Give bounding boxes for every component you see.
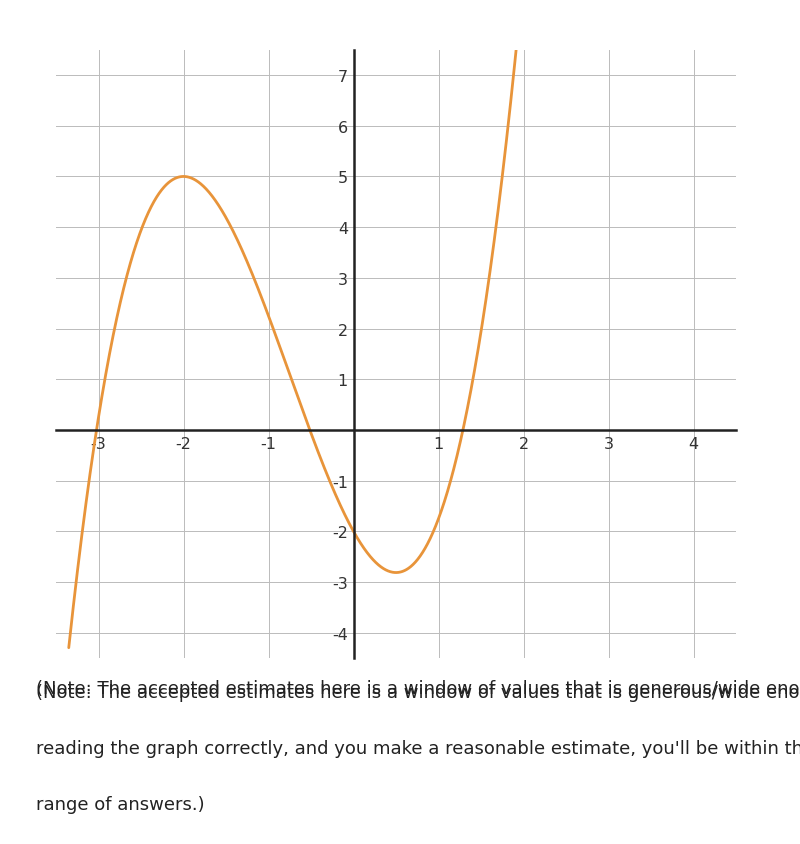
Text: (Note: The accepted estimates here is a window of values that is generous/wide e: (Note: The accepted estimates here is a … [36,684,800,701]
Text: (Note: The accepted estimates here is a window of values that is generous/wide e: (Note: The accepted estimates here is a … [36,679,800,697]
Text: reading the graph correctly, and you make a reasonable estimate, you'll be withi: reading the graph correctly, and you mak… [36,739,800,757]
Text: range of answers.): range of answers.) [36,795,205,813]
